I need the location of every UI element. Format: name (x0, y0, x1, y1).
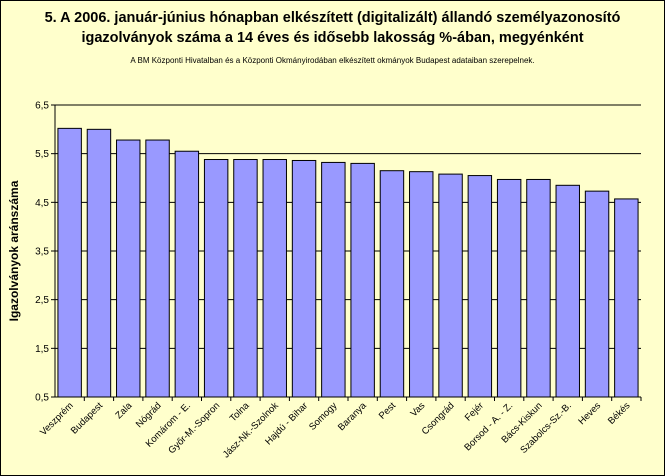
bar (116, 139, 141, 398)
x-category-label: Csongrád (420, 400, 457, 437)
bar (233, 159, 258, 398)
x-category-label: Pest (377, 400, 398, 421)
chart-title-line2: igazolványok száma a 14 éves és idősebb … (81, 30, 584, 46)
bar (262, 159, 287, 398)
y-tick-label: 2,5 (35, 295, 49, 306)
bar (203, 159, 229, 398)
bar (379, 170, 405, 398)
gridlines (55, 104, 641, 349)
bar (174, 150, 200, 398)
x-category-label: Győr-M.-Sopron (166, 400, 222, 456)
bar (496, 178, 522, 398)
bar (291, 159, 317, 398)
bar (584, 190, 610, 398)
x-category-label: Békés (606, 400, 633, 427)
bar (409, 171, 434, 398)
y-axis-label: Igazolványok aránszáma (7, 180, 21, 321)
bar (350, 162, 375, 398)
bar (467, 175, 493, 398)
chart-title-line1: 5. A 2006. január-június hónapban elkész… (44, 10, 621, 26)
x-category-label: Somogy (307, 400, 340, 433)
chart-subtitle: A BM Központi Hivatalban és a Központi O… (130, 56, 535, 65)
y-tick-labels: 0,5 1,5 2,5 3,5 4,5 5,5 6,5 (35, 101, 55, 404)
bars (57, 127, 639, 398)
x-category-label: Zala (114, 400, 135, 421)
y-tick-label: 5,5 (35, 149, 49, 160)
y-tick-label: 0,5 (35, 393, 49, 404)
bar (57, 127, 82, 398)
bar (321, 161, 346, 398)
x-category-label: Budapest (69, 400, 105, 436)
y-tick-label: 1,5 (35, 344, 49, 355)
x-category-label: Vas (409, 400, 428, 419)
y-tick-label: 6,5 (35, 101, 49, 112)
x-category-label: Heves (576, 400, 603, 427)
x-category-label: Tolna (228, 400, 252, 424)
bar (86, 128, 112, 398)
x-category-label: Baranya (336, 400, 369, 433)
bar (438, 173, 463, 398)
chart-title: 5. A 2006. január-június hónapban elkész… (21, 8, 644, 48)
bar (145, 139, 170, 398)
x-category-label: Veszprém (38, 400, 76, 438)
bar (555, 184, 580, 398)
y-tick-label: 3,5 (35, 247, 49, 258)
x-category-label: Fejér (463, 400, 486, 423)
x-category-label: Szabolcs-Sz.-B. (518, 400, 574, 456)
bar (526, 178, 551, 398)
y-tick-label: 4,5 (35, 198, 49, 209)
bar (614, 198, 639, 398)
